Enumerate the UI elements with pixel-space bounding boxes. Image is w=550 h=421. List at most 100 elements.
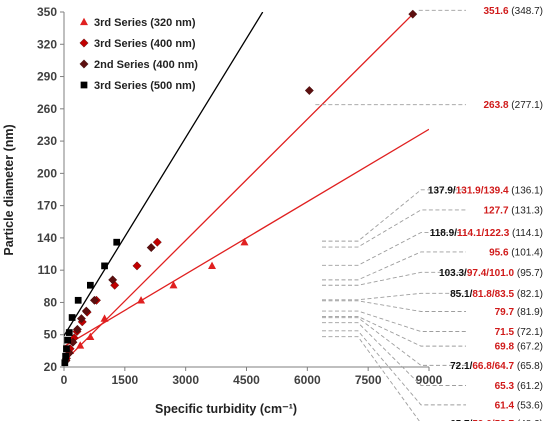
- annotation-leader: [322, 330, 466, 406]
- annotation-part: 61.4: [495, 400, 515, 411]
- annotation-label: 137.9/131.9/139.4 (136.1): [428, 185, 543, 196]
- annotation-part: (72.1): [514, 327, 543, 338]
- annotation-part: 81.8/83.5: [472, 289, 514, 300]
- legend-marker: [79, 59, 89, 69]
- annotation-part: (136.1): [509, 185, 543, 196]
- data-point-series-2: [132, 261, 142, 271]
- annotation-part: (95.7): [514, 268, 543, 279]
- y-tick-label: 80: [44, 295, 58, 309]
- annotation-label: 263.8 (277.1): [484, 100, 544, 111]
- y-tick-label: 140: [37, 231, 57, 245]
- annotation-part: (48.2): [514, 419, 543, 421]
- y-tick-label: 20: [44, 360, 58, 374]
- annotation-leader: [322, 317, 466, 366]
- annotation-label: 95.6 (101.4): [489, 247, 543, 258]
- annotation-label: 118.9/114.1/122.3 (114.1): [430, 228, 543, 239]
- annotation-label: 79.7 (81.9): [495, 307, 543, 318]
- data-point-series-4: [65, 329, 73, 336]
- x-tick-label: 6000: [294, 373, 321, 387]
- annotation-label: 127.7 (131.3): [484, 205, 544, 216]
- annotation-leader: [322, 209, 466, 248]
- fit-line: [64, 13, 414, 363]
- fit-line: [64, 128, 429, 348]
- x-tick-label: 3000: [172, 373, 199, 387]
- legend-entry: 3rd Series (320 nm): [94, 17, 196, 29]
- data-point-series-4: [101, 262, 108, 270]
- data-point-series-3: [81, 306, 91, 316]
- y-tick-label: 110: [38, 263, 58, 277]
- fit-lines: [64, 12, 429, 363]
- data-point-series-3: [108, 275, 118, 285]
- annotation-leader: [322, 271, 466, 286]
- annotation-part: 69.8: [495, 342, 515, 353]
- annotation-leader: [322, 300, 466, 312]
- annotation-leader: [322, 251, 466, 281]
- data-point-series-3: [304, 86, 314, 96]
- annotation-part: 131.9/139.4: [456, 185, 509, 196]
- annotation-label: 72.1/66.8/64.7 (65.8): [450, 361, 543, 372]
- annotation-part: 97.4/101.0: [467, 268, 515, 279]
- data-point-series-4: [74, 296, 82, 304]
- annotation-label: 71.5 (72.1): [495, 327, 543, 338]
- annotation-part: 118.9/: [430, 228, 457, 239]
- annotation-part: 66.8/64.7: [472, 361, 514, 372]
- x-tick-label: 7500: [355, 373, 382, 387]
- data-point-series-1: [208, 261, 217, 270]
- legend-marker: [80, 17, 88, 26]
- legend: 3rd Series (320 nm) 3rd Series (400 nm) 2n…: [79, 17, 198, 92]
- y-tick-label: 350: [37, 5, 57, 19]
- data-point-series-1: [169, 281, 178, 289]
- data-point-series-4: [62, 352, 69, 360]
- annotation-part: (101.4): [509, 247, 543, 258]
- annotation-part: 65.3: [495, 381, 515, 392]
- annotation-label: 351.6 (348.7): [484, 6, 544, 17]
- annotation-part: (348.7): [509, 6, 543, 17]
- legend-entry: 3rd Series (400 nm): [94, 38, 196, 50]
- legend-marker: [80, 81, 88, 89]
- annotations: 351.6 (348.7) 263.8 (277.1) 137.9/131.9/13…: [428, 6, 543, 421]
- y-tick-label: 230: [37, 134, 57, 148]
- fit-line: [64, 12, 264, 337]
- annotation-part: 85.1/: [450, 289, 472, 300]
- axes: 0 1500 3000 4500 6000 7500 9000 20 50 80 110 140 170…: [37, 5, 443, 387]
- data-point-series-4: [113, 238, 121, 246]
- data-point-series-4: [63, 345, 70, 353]
- data-point-series-4: [64, 336, 72, 344]
- x-axis-title: Specific turbidity (cm⁻¹): [155, 402, 297, 416]
- annotation-part: 59.0/52.7: [472, 419, 514, 421]
- annotation-part: 71.5: [495, 327, 515, 338]
- x-tick-label: 1500: [111, 373, 138, 387]
- annotation-leader: [322, 292, 466, 301]
- annotation-leader: [322, 310, 466, 332]
- annotation-part: (53.6): [514, 400, 543, 411]
- annotation-part: 65.7/: [450, 419, 472, 421]
- y-tick-label: 260: [37, 102, 57, 116]
- annotation-label: 65.7/59.0/52.7 (48.2): [450, 419, 543, 421]
- annotation-part: 72.1/: [450, 361, 472, 372]
- y-tick-label: 200: [37, 166, 57, 180]
- annotation-part: (61.2): [514, 381, 543, 392]
- annotation-label: 61.4 (53.6): [495, 400, 543, 411]
- legend-marker: [79, 38, 89, 48]
- annotation-leader: [322, 232, 466, 266]
- data-point-series-1: [76, 341, 85, 349]
- annotation-part: 95.6: [489, 247, 509, 258]
- data-point-series-3: [146, 243, 156, 253]
- data-point-series-4: [61, 359, 69, 367]
- annotation-label: 85.1/81.8/83.5 (82.1): [450, 289, 543, 300]
- y-tick-label: 170: [37, 199, 57, 213]
- x-tick-label: 0: [61, 373, 68, 387]
- data-point-series-1: [240, 238, 249, 246]
- annotation-part: 127.7: [484, 205, 509, 216]
- data-point-series-1: [86, 332, 95, 341]
- annotation-part: 79.7: [495, 307, 515, 318]
- annotation-label: 103.3/97.4/101.0 (95.7): [439, 268, 543, 279]
- y-tick-label: 290: [37, 70, 57, 84]
- legend-entry: 2nd Series (400 nm): [94, 59, 198, 71]
- data-point-series-1: [100, 314, 109, 322]
- annotation-part: 263.8: [484, 100, 509, 111]
- x-tick-label: 9000: [416, 373, 443, 387]
- annotation-label: 65.3 (61.2): [495, 381, 543, 392]
- annotation-part: (82.1): [514, 289, 543, 300]
